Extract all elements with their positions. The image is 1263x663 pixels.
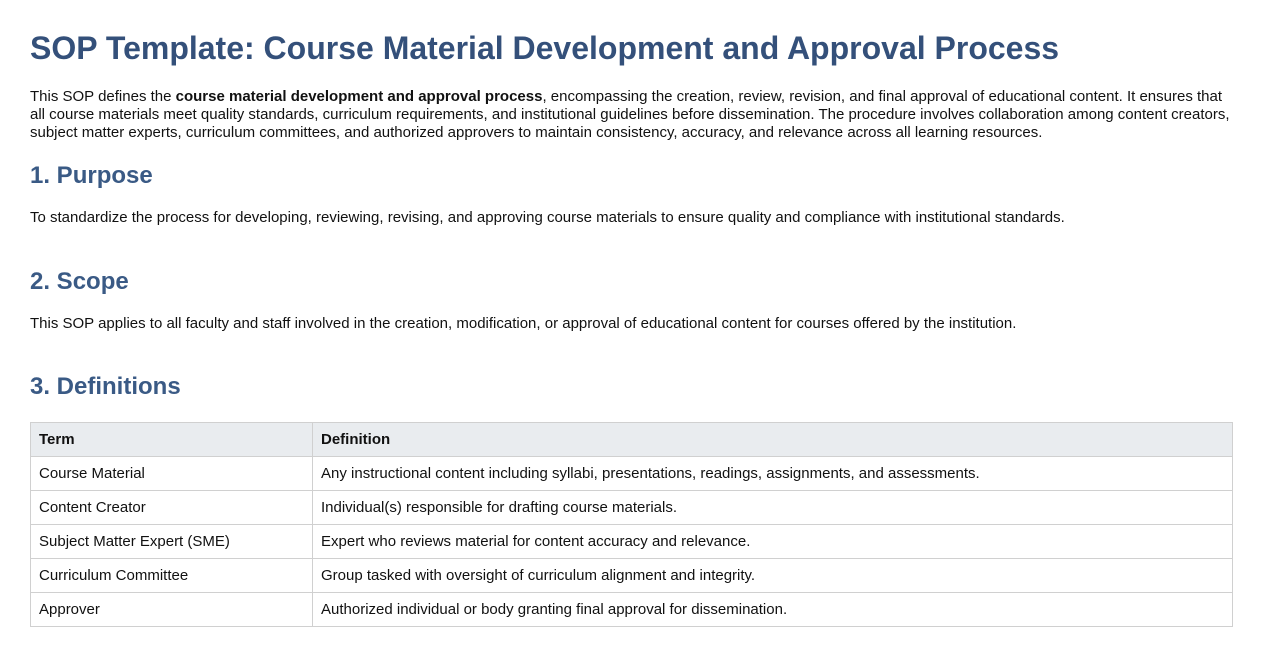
- section-heading: 3. Definitions: [30, 373, 181, 400]
- definition-cell: Group tasked with oversight of curriculu…: [312, 558, 1233, 593]
- intro-bold: course material development and approval…: [175, 88, 543, 105]
- table-row: Course Material Any instructional content…: [30, 456, 1233, 491]
- intro-text: This SOP defines the: [30, 88, 176, 105]
- table-row: Content Creator Individual(s) responsible…: [30, 490, 1233, 525]
- definition-cell: Any instructional content including syll…: [312, 456, 1233, 491]
- definition-cell: Expert who reviews material for content …: [312, 524, 1233, 559]
- table-row: Curriculum Committee Group tasked with ov…: [30, 558, 1233, 593]
- intro: This SOP defines the course material dev…: [30, 88, 1233, 142]
- table-row: Approver Authorized individual or body gr…: [30, 592, 1233, 627]
- term-cell: Course Material: [30, 456, 313, 491]
- section-heading: 2. Scope: [30, 268, 129, 295]
- title: SOP Template: Course Material Developmen…: [30, 30, 1060, 66]
- header-row: Term Definition: [30, 422, 1233, 457]
- table-row: Subject Matter Expert (SME) Expert who re…: [30, 524, 1233, 559]
- table-body: Course Material Any instructional content…: [30, 456, 1233, 627]
- header-cell: Definition: [312, 422, 1233, 457]
- term-cell: Approver: [30, 592, 313, 627]
- header-cell: Term: [30, 422, 313, 457]
- definitions-table: Term Definition Course Material Any instr…: [30, 422, 1233, 627]
- term-cell: Content Creator: [30, 490, 313, 525]
- term-cell: Curriculum Committee: [30, 558, 313, 593]
- section-text: To standardize the process for developin…: [30, 209, 1065, 226]
- definition-cell: Individual(s) responsible for drafting c…: [312, 490, 1233, 525]
- term-cell: Subject Matter Expert (SME): [30, 524, 313, 559]
- section-text: This SOP applies to all faculty and staf…: [30, 315, 1017, 332]
- intro-text: , encompassing the creation, review, rev…: [30, 88, 1230, 141]
- section-heading: 1. Purpose: [30, 162, 153, 189]
- definition-cell: Authorized individual or body granting f…: [312, 592, 1233, 627]
